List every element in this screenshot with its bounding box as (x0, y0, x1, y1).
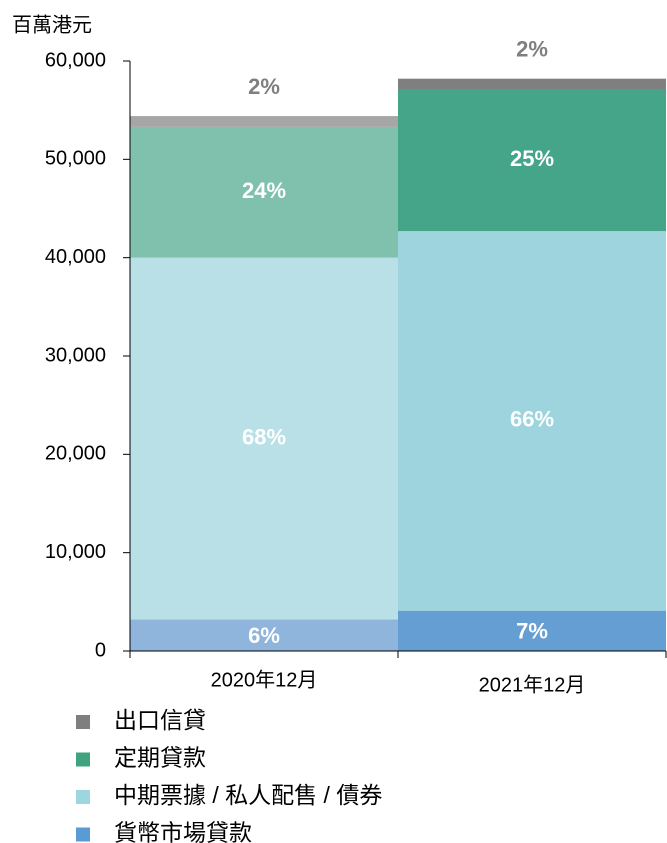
y-tick-label: 60,000 (45, 49, 106, 71)
legend-marker (76, 790, 90, 804)
y-tick-label: 10,000 (45, 541, 106, 563)
share-label: 25% (510, 146, 554, 171)
y-tick-label: 50,000 (45, 148, 106, 170)
share-label: 24% (242, 178, 286, 203)
share-label: 6% (248, 623, 280, 648)
y-tick-label: 0 (95, 639, 106, 661)
legend-marker (76, 715, 90, 729)
legend-marker (76, 827, 90, 842)
y-axis-unit: 百萬港元 (12, 13, 92, 36)
y-tick-label: 40,000 (45, 246, 106, 268)
legend-label: 中期票據 / 私人配售 / 債券 (114, 782, 382, 808)
bar-segment (130, 257, 398, 620)
y-tick-label: 20,000 (45, 443, 106, 465)
bar-segment (398, 610, 666, 651)
share-label: 66% (510, 407, 554, 432)
y-tick-label: 30,000 (45, 344, 106, 366)
bar-segment (130, 126, 398, 258)
legend-label: 定期貸款 (114, 745, 206, 771)
share-label: 2% (516, 37, 548, 62)
legend-marker (76, 752, 90, 767)
x-tick-label: 2021年12月 (479, 673, 586, 696)
legend-label: 貨幣市場貸款 (114, 820, 252, 843)
legend-label: 出口信貸 (114, 707, 206, 733)
bar-segment (398, 231, 666, 611)
share-label: 2% (248, 74, 280, 99)
bar-segment (398, 89, 666, 232)
bar-segment (130, 619, 398, 651)
bar-segment (398, 78, 666, 90)
x-tick-label: 2020年12月 (211, 668, 318, 691)
share-label: 68% (242, 424, 286, 449)
share-label: 7% (516, 619, 548, 644)
bar-segment (130, 116, 398, 127)
